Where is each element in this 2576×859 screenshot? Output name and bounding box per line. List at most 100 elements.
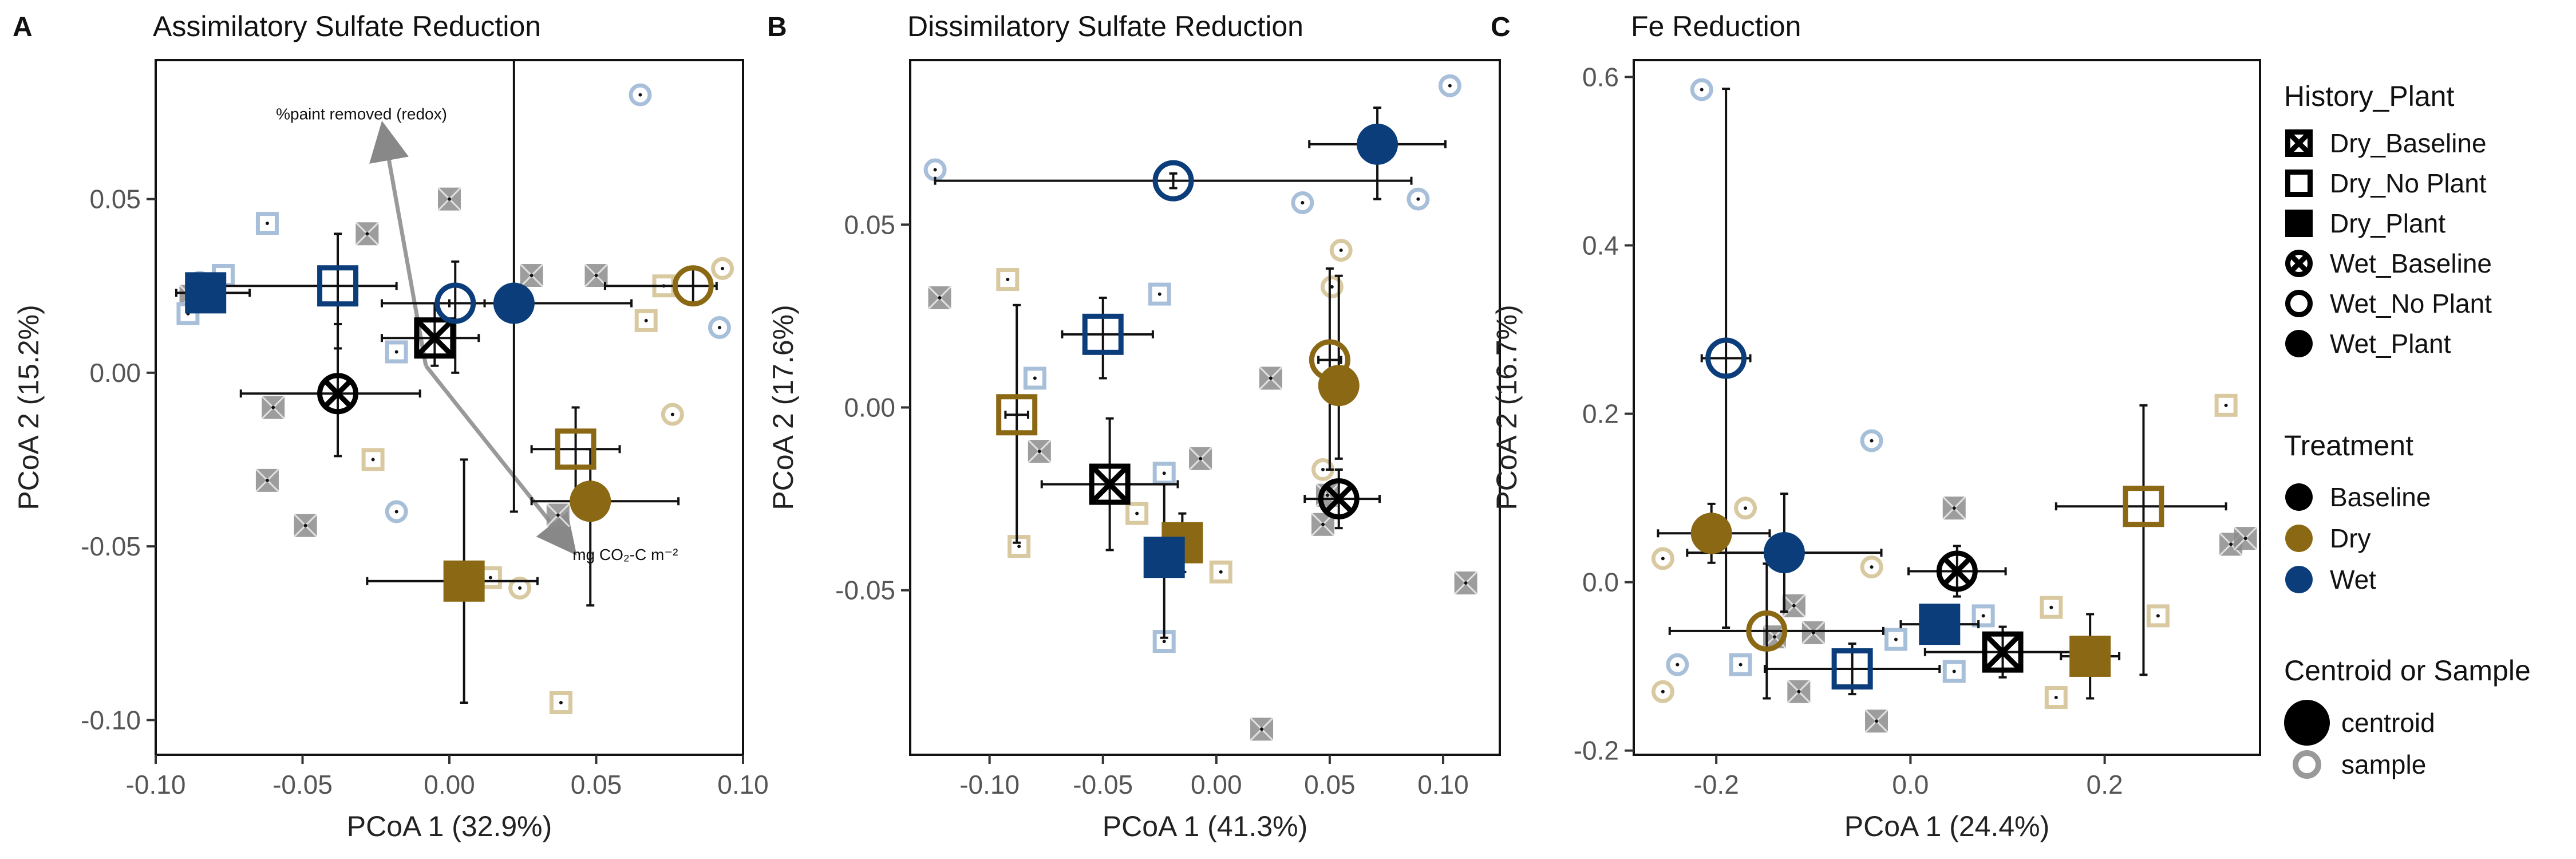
legend-treatment-item: Dry xyxy=(2330,523,2371,553)
x-tick-label: -0.05 xyxy=(272,770,333,799)
error-bars xyxy=(603,267,718,305)
y-axis-label: PCoA 2 (15.2%) xyxy=(13,305,45,510)
error-bars xyxy=(448,60,633,513)
centroids xyxy=(934,106,1447,639)
sample-point xyxy=(1884,628,1907,651)
centroid-point xyxy=(1690,513,1732,554)
y-tick-label: 0.05 xyxy=(844,210,895,239)
legend-centroid-dot xyxy=(2284,700,2330,746)
legend-history-item: Dry_No Plant xyxy=(2330,168,2487,198)
x-axis-label: PCoA 1 (41.3%) xyxy=(1103,810,1308,842)
x-tick-label: 0.10 xyxy=(1417,770,1469,799)
centroid-point xyxy=(414,317,456,359)
sample-point xyxy=(546,503,570,527)
sample-point xyxy=(1729,653,1752,676)
panel-B: B Dissimilatory Sulfate Reduction -0.10 -0.… xyxy=(767,10,1501,842)
centroid-point xyxy=(1089,463,1131,505)
error-bars xyxy=(1668,562,1884,700)
error-bars xyxy=(1004,304,1029,544)
panel-A: A Assimilatory Sulfate Reduction -0.10 -0.0… xyxy=(13,10,769,842)
legend-history-item: Dry_Plant xyxy=(2330,208,2445,238)
legend-history-title: History_Plant xyxy=(2284,80,2454,112)
sample-point xyxy=(1860,555,1883,579)
sample-point xyxy=(996,268,1020,291)
samples xyxy=(1651,78,2258,734)
sample-point xyxy=(584,263,609,288)
centroid-point xyxy=(317,373,359,415)
sample-point xyxy=(1320,275,1344,298)
panel-letter: B xyxy=(767,12,787,42)
sample-point xyxy=(1651,547,1674,570)
centroid-point xyxy=(1831,648,1873,690)
plot-area: %paint removed (redox) mg CO₂-C m⁻² xyxy=(175,60,734,715)
centroid-point xyxy=(1318,365,1360,407)
sample-point xyxy=(2214,393,2238,417)
sample-point xyxy=(261,395,286,420)
sample-point xyxy=(1690,78,1713,101)
legend-size-title: Centroid or Sample xyxy=(2284,655,2531,687)
panel-letter: C xyxy=(1491,12,1511,42)
centroid-point xyxy=(434,282,476,324)
x-tick-label: 0.00 xyxy=(1191,770,1242,799)
y-tick-label: -0.2 xyxy=(1574,736,1619,766)
y-axis-label: PCoA 2 (17.6%) xyxy=(767,305,799,510)
legend: History_Plant Dry_Baseline Dry_No Plant Dry… xyxy=(2284,80,2531,779)
centroid-point xyxy=(1143,537,1185,578)
sample-point xyxy=(1860,429,1883,452)
legend-history-item: Wet_Baseline xyxy=(2330,249,2492,278)
centroid-point xyxy=(1763,532,1805,574)
centroid-point xyxy=(570,480,611,522)
sample-point xyxy=(1971,604,1995,628)
sample-point xyxy=(1406,187,1430,211)
y-axis-label: PCoA 2 (16.7%) xyxy=(1491,305,1523,510)
centroid-point xyxy=(2123,486,2164,527)
y-tick-label: 0.4 xyxy=(1582,230,1619,260)
centroid-point xyxy=(672,265,714,307)
centroid-point xyxy=(317,265,359,307)
sample-point xyxy=(1125,502,1149,525)
sample-point xyxy=(629,83,652,107)
centroid-point xyxy=(1705,337,1747,379)
legend-treatment-dot xyxy=(2285,566,2313,593)
x-tick-label: 0.0 xyxy=(1892,770,1929,799)
sample-point xyxy=(1787,679,1811,704)
legend-treatment-dot xyxy=(2285,525,2313,552)
y-tick-label: -0.05 xyxy=(81,531,141,561)
centroid-point xyxy=(555,428,596,470)
annotation-co2: mg CO₂-C m⁻² xyxy=(572,546,678,564)
legend-history-item: Wet_Plant xyxy=(2330,329,2451,358)
sample-point xyxy=(1209,560,1232,584)
legend-history-item: Dry_Baseline xyxy=(2330,128,2487,158)
sample-point xyxy=(385,340,408,364)
sample-point xyxy=(1258,366,1283,391)
x-tick-label: -0.05 xyxy=(1073,770,1133,799)
centroid-point xyxy=(1318,478,1360,520)
sample-point xyxy=(923,158,947,182)
sample-point xyxy=(385,500,408,523)
legend-history-item: Wet_No Plant xyxy=(2330,289,2492,318)
centroids xyxy=(175,60,718,704)
plot-area xyxy=(1651,78,2258,734)
x-tick-label: 0.00 xyxy=(424,770,475,799)
sample-point xyxy=(1438,74,1461,97)
legend-treatment-title: Treatment xyxy=(2284,430,2413,462)
plot-area xyxy=(923,74,1478,742)
sample-point xyxy=(355,222,380,246)
legend-marker xyxy=(2285,210,2313,237)
panel-title: Dissimilatory Sulfate Reduction xyxy=(907,10,1303,42)
x-tick-label: 0.05 xyxy=(1304,770,1356,799)
sample-point xyxy=(1152,462,1176,485)
legend-marker xyxy=(2285,129,2313,157)
x-axis-label: PCoA 1 (24.4%) xyxy=(1844,810,2050,842)
sample-point xyxy=(1666,653,1689,676)
centroid-point xyxy=(1746,610,1788,652)
panel-title: Assimilatory Sulfate Reduction xyxy=(153,10,541,42)
legend-marker xyxy=(2285,170,2313,197)
y-tick-label: 0.00 xyxy=(844,393,895,423)
sample-point xyxy=(549,691,572,715)
x-tick-label: 0.05 xyxy=(571,770,622,799)
x-axis-label: PCoA 1 (32.9%) xyxy=(347,810,552,842)
sample-point xyxy=(634,309,658,332)
sample-point xyxy=(927,285,952,310)
